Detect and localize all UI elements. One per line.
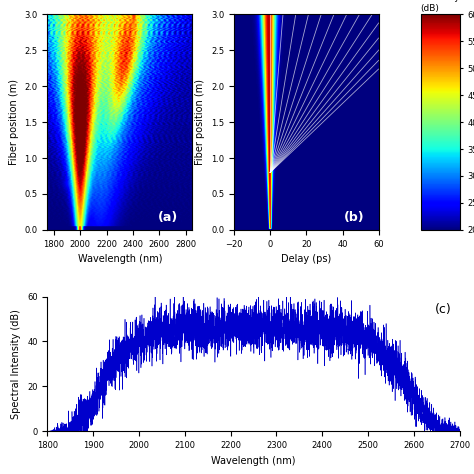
Y-axis label: Spectral Intensity (dB): Spectral Intensity (dB) bbox=[11, 309, 21, 419]
X-axis label: Wavelength (nm): Wavelength (nm) bbox=[78, 254, 162, 264]
Text: (a): (a) bbox=[157, 211, 178, 224]
Text: (c): (c) bbox=[435, 303, 452, 316]
X-axis label: Delay (ps): Delay (ps) bbox=[282, 254, 332, 264]
Y-axis label: Fiber position (m): Fiber position (m) bbox=[195, 79, 205, 165]
Text: Relative
intensity
(dB): Relative intensity (dB) bbox=[420, 0, 460, 13]
X-axis label: Wavelength (nm): Wavelength (nm) bbox=[211, 456, 296, 465]
Text: (b): (b) bbox=[344, 211, 365, 224]
Y-axis label: Fiber position (m): Fiber position (m) bbox=[9, 79, 19, 165]
